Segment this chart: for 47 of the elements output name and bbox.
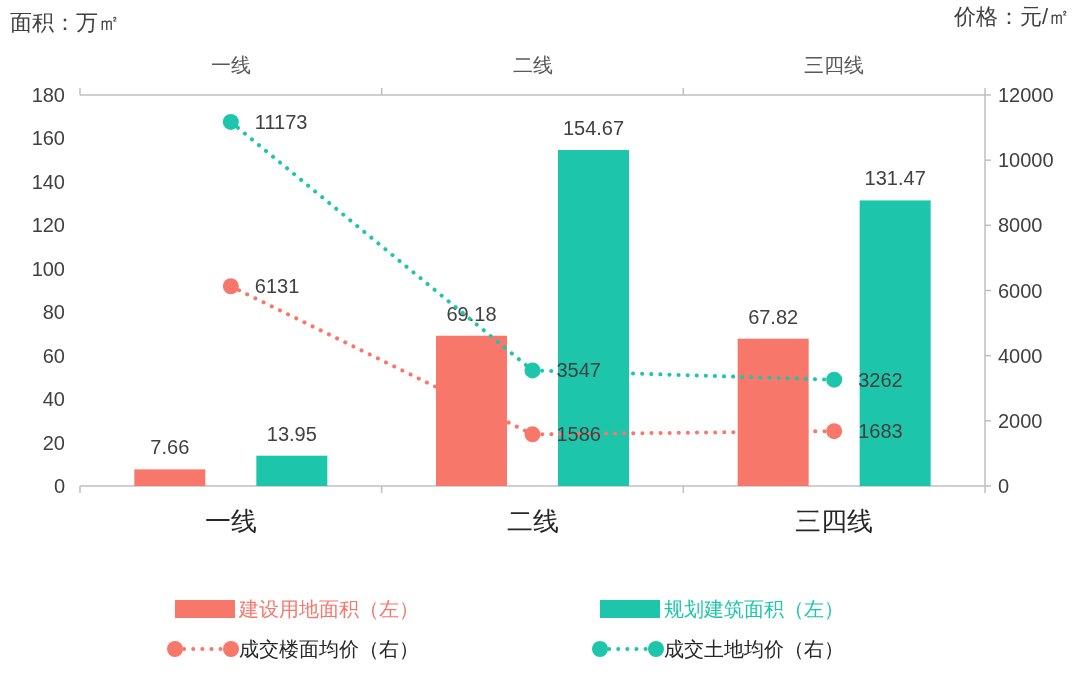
x-tick-label: 三四线 [795, 506, 874, 536]
data-label: 7.66 [150, 436, 190, 459]
category-label: 二线 [512, 54, 553, 76]
point [222, 113, 239, 130]
point [826, 371, 843, 388]
point [524, 426, 541, 443]
point [826, 423, 843, 440]
data-label: 13.95 [266, 422, 317, 445]
bar [134, 469, 206, 486]
y-tick-label: 100 [31, 257, 65, 280]
y-tick-label: 0 [53, 475, 65, 497]
y-tick-label: 120 [31, 214, 65, 237]
data-label: 69.18 [446, 302, 497, 325]
data-label: 131.47 [864, 167, 926, 190]
y-tick-label: 140 [31, 170, 65, 193]
point [222, 278, 239, 295]
x-tick-label: 二线 [506, 506, 559, 536]
category-label: 三四线 [804, 54, 865, 76]
legend-label: 成交土地均价（右） [664, 638, 844, 660]
y-tick-label: 180 [31, 84, 65, 106]
bar [256, 455, 328, 486]
data-label: 1586 [556, 423, 601, 446]
y-tick-label: 40 [42, 388, 65, 411]
y2-tick-label: 10000 [998, 149, 1054, 172]
y2-tick-label: 2000 [998, 409, 1043, 432]
data-label: 6131 [254, 275, 300, 298]
legend-label: 建设用地面积（左） [238, 598, 419, 620]
data-label: 11173 [254, 110, 308, 133]
y-tick-label: 20 [42, 431, 65, 454]
y2-tick-label: 0 [998, 475, 1010, 497]
y2-tick-label: 8000 [998, 214, 1043, 237]
y-tick-label: 80 [42, 301, 65, 324]
y-axis-title: 面积：万㎡ [10, 9, 120, 35]
y-tick-label: 60 [42, 344, 65, 367]
y2-tick-label: 12000 [998, 84, 1054, 106]
y2-tick-label: 4000 [998, 344, 1043, 367]
x-tick-label: 一线 [204, 506, 257, 536]
category-label: 一线 [210, 54, 251, 76]
legend-label: 成交楼面均价（右） [239, 638, 419, 660]
data-label: 154.67 [562, 117, 625, 140]
data-label: 67.82 [748, 305, 799, 328]
y2-axis-title: 价格：元/㎡ [952, 3, 1070, 29]
y2-tick-label: 6000 [998, 279, 1043, 302]
point [524, 362, 541, 379]
legend-label: 规划建筑面积（左） [664, 598, 844, 620]
y-tick-label: 160 [31, 127, 65, 150]
bar [859, 200, 931, 486]
